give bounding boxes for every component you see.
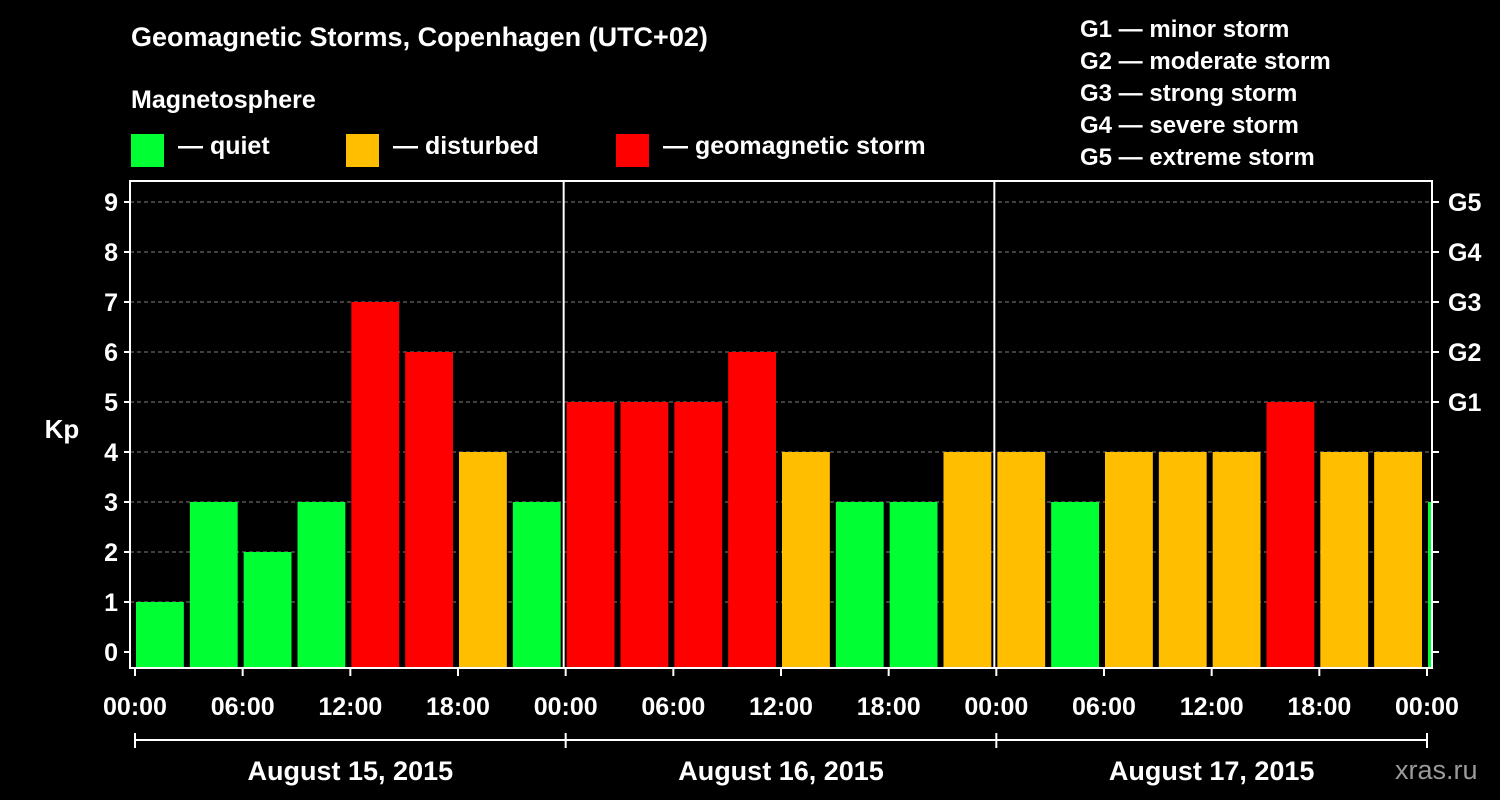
kp-bar-1 xyxy=(189,502,238,667)
kp-bar-4 xyxy=(351,302,400,667)
y-tick-label-3: 3 xyxy=(104,489,118,517)
kp-bar-8 xyxy=(566,402,615,667)
y-tick-label-6: 6 xyxy=(104,339,118,367)
watermark: xras.ru xyxy=(1395,755,1478,785)
x-tick-label-4: 00:00 xyxy=(534,693,598,721)
kp-bar-0 xyxy=(136,602,184,667)
storm-scale-legend: G1 — minor storm G2 — moderate storm G3 … xyxy=(1080,14,1331,174)
y-tick-label-9: 9 xyxy=(104,189,118,217)
y-tick-label-5: 5 xyxy=(104,389,118,417)
storm-scale-g3: G3 — strong storm xyxy=(1080,80,1298,107)
right-tick-label-3: G4 xyxy=(1448,239,1481,267)
kp-bar-5 xyxy=(405,352,453,667)
x-tick-label-6: 12:00 xyxy=(749,693,813,721)
x-tick-label-1: 06:00 xyxy=(211,693,275,721)
kp-bar-3 xyxy=(297,502,346,667)
storm-scale-g2: G2 — moderate storm xyxy=(1080,48,1331,75)
kp-bar-23 xyxy=(1374,452,1422,667)
storm-scale-g4: G4 — severe storm xyxy=(1080,112,1299,139)
kp-bar-12 xyxy=(782,452,830,667)
x-tick-label-7: 18:00 xyxy=(857,693,921,721)
legend-storm-swatch xyxy=(616,134,649,167)
x-tick-label-9: 06:00 xyxy=(1072,693,1136,721)
y-tick-label-1: 1 xyxy=(104,589,118,617)
kp-bar-13 xyxy=(835,502,884,667)
y-tick-label-2: 2 xyxy=(104,539,118,567)
x-tick-label-5: 06:00 xyxy=(641,693,705,721)
y-tick-label-4: 4 xyxy=(104,439,118,467)
day-label-1: August 16, 2015 xyxy=(678,756,884,786)
kp-bar-21 xyxy=(1266,402,1315,667)
storm-scale-g5: G5 — extreme storm xyxy=(1080,144,1315,171)
legend-quiet-label: — quiet xyxy=(178,132,270,160)
x-tick-label-10: 12:00 xyxy=(1180,693,1244,721)
bars-group xyxy=(136,302,1431,667)
chart-title: Geomagnetic Storms, Copenhagen (UTC+02) xyxy=(131,22,708,52)
x-tick-label-8: 00:00 xyxy=(964,693,1028,721)
kp-bar-19 xyxy=(1158,452,1207,667)
x-tick-label-0: 00:00 xyxy=(103,693,167,721)
x-tick-label-12: 00:00 xyxy=(1395,693,1459,721)
kp-bar-7 xyxy=(512,502,561,667)
kp-bar-20 xyxy=(1212,452,1261,667)
legend-title: Magnetosphere xyxy=(131,86,316,114)
y-tick-label-8: 8 xyxy=(104,239,118,267)
y-axis-label: Kp xyxy=(45,414,80,444)
kp-bar-10 xyxy=(674,402,723,667)
right-tick-label-2: G3 xyxy=(1448,289,1481,317)
kp-bar-16 xyxy=(997,452,1046,667)
kp-bar-18 xyxy=(1105,452,1153,667)
kp-bar-6 xyxy=(459,452,507,667)
right-tick-label-4: G5 xyxy=(1448,189,1481,217)
kp-bar-14 xyxy=(889,502,938,667)
day-label-0: August 15, 2015 xyxy=(248,756,454,786)
kp-bar-22 xyxy=(1320,452,1369,667)
storm-scale-g1: G1 — minor storm xyxy=(1080,16,1290,43)
legend-disturbed-label: — disturbed xyxy=(393,132,539,160)
kp-bar-15 xyxy=(943,452,992,667)
day-label-2: August 17, 2015 xyxy=(1109,756,1315,786)
y-tick-label-7: 7 xyxy=(104,289,118,317)
right-tick-label-0: G1 xyxy=(1448,389,1481,417)
right-tick-label-1: G2 xyxy=(1448,339,1481,367)
kp-bar-9 xyxy=(620,402,669,667)
kp-bar-2 xyxy=(243,552,292,667)
kp-bar-24 xyxy=(1428,502,1431,667)
legend-storm-label: — geomagnetic storm xyxy=(663,132,926,160)
legend-disturbed-swatch xyxy=(346,134,379,167)
x-tick-label-11: 18:00 xyxy=(1287,693,1351,721)
x-tick-label-3: 18:00 xyxy=(426,693,490,721)
kp-bar-17 xyxy=(1051,502,1099,667)
y-tick-label-0: 0 xyxy=(104,639,118,667)
x-tick-label-2: 12:00 xyxy=(318,693,382,721)
legend-quiet-swatch xyxy=(131,134,164,167)
kp-bar-11 xyxy=(728,352,776,667)
